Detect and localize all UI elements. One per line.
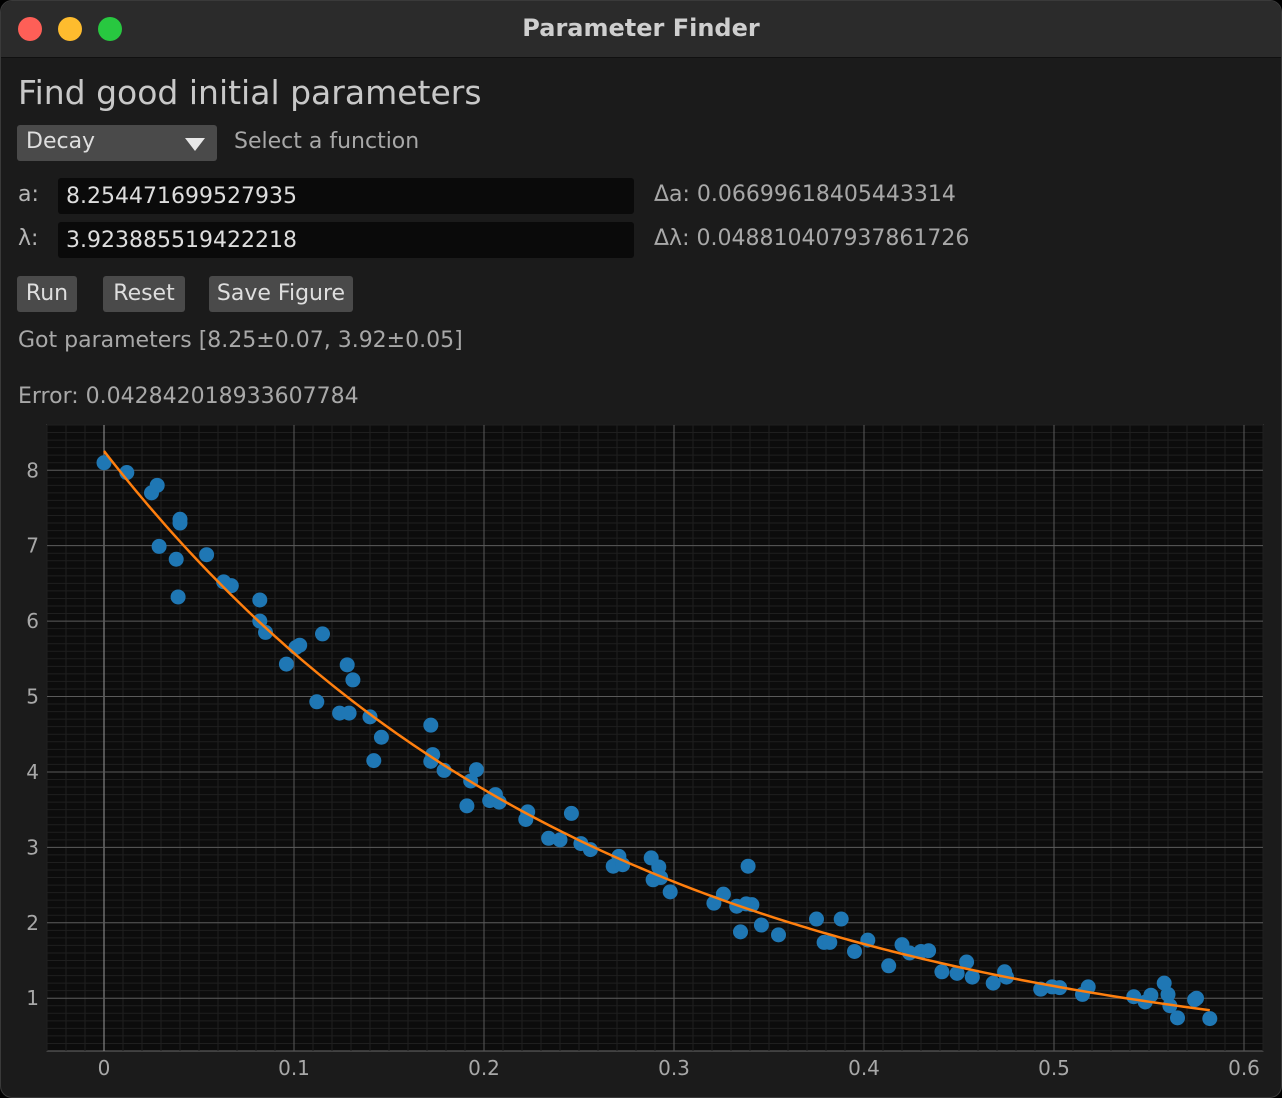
y-tick-label: 6 (26, 609, 39, 633)
y-tick-label: 7 (26, 534, 39, 558)
x-tick-label: 0.4 (848, 1056, 880, 1080)
data-point (733, 924, 748, 940)
data-point (809, 911, 824, 927)
error-text: Error: 0.042842018933607784 (18, 384, 359, 409)
x-tick-label: 0.2 (468, 1056, 500, 1080)
data-point (949, 965, 965, 981)
y-tick-label: 8 (26, 458, 39, 482)
function-select-value: Decay (26, 129, 96, 154)
title-bar[interactable]: Parameter Finder (1, 1, 1281, 58)
data-point (425, 747, 441, 763)
data-point (339, 657, 355, 673)
data-point (833, 911, 849, 927)
result-text: Got parameters [8.25±0.07, 3.92±0.05] (18, 328, 463, 353)
param-a-label: a: (18, 182, 39, 207)
dropdown-arrow-icon (185, 138, 205, 151)
data-point (1160, 986, 1176, 1002)
function-select[interactable]: Decay (17, 125, 217, 161)
data-point (373, 729, 389, 745)
data-point (541, 830, 557, 846)
fit-curve (103, 450, 1210, 1012)
y-tick-label: 4 (26, 760, 39, 784)
param-a-delta: Δa: 0.06699618405443314 (654, 182, 956, 207)
y-tick-label: 5 (26, 685, 39, 709)
reset-button[interactable]: Reset (103, 276, 185, 312)
x-tick-label: 0.6 (1228, 1056, 1260, 1080)
data-point (1170, 1010, 1185, 1026)
data-point (491, 794, 507, 810)
data-point (172, 515, 188, 531)
decay-fit-plot[interactable]: 0 0.1 0.2 0.3 0.4 0.5 0.6 1 2 3 4 5 6 7 8 (21, 421, 1265, 1083)
window-title: Parameter Finder (522, 14, 760, 42)
data-point (563, 805, 579, 821)
data-point (292, 637, 308, 653)
data-point (771, 927, 786, 943)
data-point (345, 672, 361, 688)
data-point (366, 753, 382, 769)
data-point (881, 958, 897, 974)
data-point (199, 547, 215, 563)
x-tick-label: 0.5 (1038, 1056, 1070, 1080)
y-tick-label: 1 (26, 986, 39, 1010)
data-point (252, 592, 268, 608)
minimize-window-button[interactable] (58, 17, 82, 41)
x-tick-label: 0 (98, 1056, 111, 1080)
data-point (753, 917, 769, 933)
save-figure-button[interactable]: Save Figure (209, 276, 353, 312)
x-tick-label: 0.3 (658, 1056, 690, 1080)
data-point (1143, 987, 1159, 1003)
data-point (1156, 975, 1172, 991)
data-point (985, 975, 1001, 991)
data-point (315, 626, 330, 642)
data-point (362, 709, 378, 725)
x-tick-label: 0.1 (278, 1056, 310, 1080)
data-point (168, 551, 184, 567)
data-point (423, 717, 439, 733)
data-point (662, 884, 678, 900)
data-point (847, 943, 862, 959)
data-point (959, 954, 975, 970)
data-point (582, 842, 598, 858)
data-point (151, 538, 167, 554)
function-select-hint: Select a function (234, 129, 420, 154)
param-a-input[interactable] (58, 178, 634, 214)
close-window-button[interactable] (18, 17, 42, 41)
data-point (822, 934, 838, 950)
data-point (1202, 1011, 1218, 1027)
data-point (258, 624, 273, 640)
data-point (309, 694, 325, 710)
param-lambda-label: λ: (18, 226, 39, 251)
data-point (921, 943, 937, 959)
run-button[interactable]: Run (17, 276, 77, 312)
data-point (459, 798, 475, 814)
y-tick-label: 3 (26, 835, 39, 859)
data-point (740, 858, 756, 874)
data-point (149, 477, 165, 493)
data-point (170, 589, 186, 605)
page-heading: Find good initial parameters (18, 73, 482, 112)
data-point (964, 969, 980, 985)
data-point (96, 455, 112, 471)
data-point (278, 656, 294, 672)
data-point (934, 964, 950, 980)
data-point (223, 578, 239, 594)
data-point (468, 762, 484, 778)
param-lambda-delta: Δλ: 0.048810407937861726 (654, 226, 970, 251)
zoom-window-button[interactable] (98, 17, 122, 41)
data-point (341, 705, 357, 721)
data-point (1189, 990, 1204, 1006)
param-lambda-input[interactable] (58, 222, 634, 258)
data-point (552, 832, 568, 848)
y-tick-label: 2 (26, 911, 39, 935)
